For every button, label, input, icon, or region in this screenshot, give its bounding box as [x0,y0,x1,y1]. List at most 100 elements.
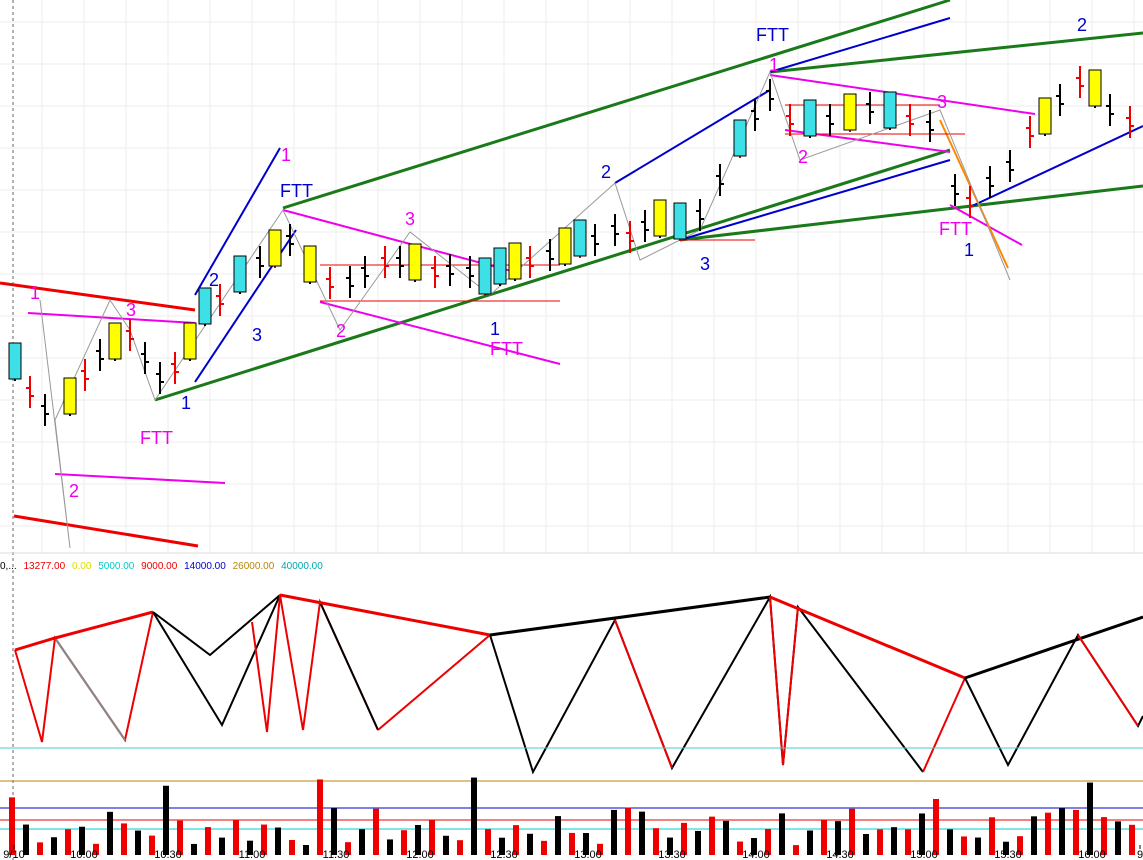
volume-bar [765,828,771,855]
price-box [233,255,247,293]
wave-label: 3 [252,325,262,345]
volume-bar [51,837,57,855]
volume-bar [863,834,869,855]
volume-bar [569,832,575,855]
price-box [303,245,317,283]
price-box [63,377,77,415]
volume-bar [933,798,939,855]
volume-bar [1129,824,1135,855]
volume-bar [93,843,99,855]
volume-bars [9,777,1135,855]
volume-bar [639,811,645,855]
volume-bar [695,830,701,855]
volume-bar [751,838,757,855]
volume-bar [919,813,925,855]
price-box [493,247,507,285]
time-label: 10:30 [154,849,182,860]
volume-bar [387,839,393,855]
volume-bar [989,817,995,855]
time-label: 13:30 [658,849,686,860]
volume-bar [205,827,211,855]
price-box [1088,69,1102,107]
volume-bar [359,829,365,855]
wave-label: 3 [405,209,415,229]
wave-label: 1 [181,393,191,413]
volume-bar [779,813,785,855]
legend-level: 14000.00 [184,561,226,572]
grid [0,0,1143,553]
volume-bar [289,839,295,855]
legend-level: 5000.00 [98,561,135,572]
volume-bar [177,820,183,855]
volume-bar [317,779,323,855]
volume-bar [849,808,855,855]
volume-bar [331,808,337,855]
volume-bar [429,820,435,855]
wave-label: 2 [798,147,808,167]
wave-label: FTT [140,428,173,448]
wave-label: 2 [69,481,79,501]
volume-bar [723,820,729,855]
volume-bar [611,809,617,855]
price-box [558,227,572,265]
price-box [8,342,22,380]
legend-prefix: 0,... [0,561,17,572]
volume-bar [1115,821,1121,855]
volume-bar [107,811,113,855]
volume-bar [1045,812,1051,855]
volume-bar [667,837,673,855]
volume-bar [415,824,421,855]
volume-bar [877,829,883,855]
time-label: 14:00 [742,849,770,860]
price-box [733,119,747,157]
wave-label: FTT [280,181,313,201]
legend-level: 0.00 [72,561,92,572]
price-box [478,257,492,295]
volume-bar [625,807,631,855]
wave-labels: 1 3 FTT 2 1 2 3 1 FTT 3 2 1 FTT 2 3 FTT … [30,15,1087,501]
price-box [803,99,817,137]
time-label: 12:00 [406,849,434,860]
volume-bar [345,842,351,855]
volume-bar [247,840,253,855]
wave-label: 1 [964,240,974,260]
price-box [108,322,122,360]
volume-bar [373,808,379,855]
volume-bar [1017,836,1023,855]
time-label: 9 [1137,849,1143,860]
wave-label: 2 [336,321,346,341]
price-box [408,243,422,281]
wave-label: 2 [1077,15,1087,35]
time-label: 13:00 [574,849,602,860]
volume-bar [891,827,897,855]
wave-label: 2 [601,162,611,182]
wave-label: 1 [769,55,779,75]
volume-bar [513,825,519,855]
volume-bar [975,837,981,855]
volume-bar [541,840,547,855]
volume-bar [401,830,407,855]
price-box [843,93,857,131]
legend-level: 26000.00 [233,561,275,572]
time-label: 14:30 [826,849,854,860]
volume-bar [961,836,967,855]
wave-label: 1 [281,145,291,165]
wave-label: FTT [939,219,972,239]
wave-label: FTT [490,339,523,359]
volume-bar [1073,809,1079,855]
volume-bar [681,822,687,855]
volume-bar [947,829,953,855]
volume-bar [457,840,463,855]
volume-bar [527,833,533,855]
volume-bar [485,829,491,855]
volume-bar [737,841,743,855]
time-label: 11:30 [323,849,350,860]
volume-bar [149,835,155,855]
time-label: 11:00 [239,849,266,860]
volume-bar [905,829,911,855]
volume-bar [1087,782,1093,855]
legend-level: 9000.00 [141,561,178,572]
wave-label: 3 [700,254,710,274]
trend-lines [0,0,1143,549]
volume-bar [597,843,603,855]
